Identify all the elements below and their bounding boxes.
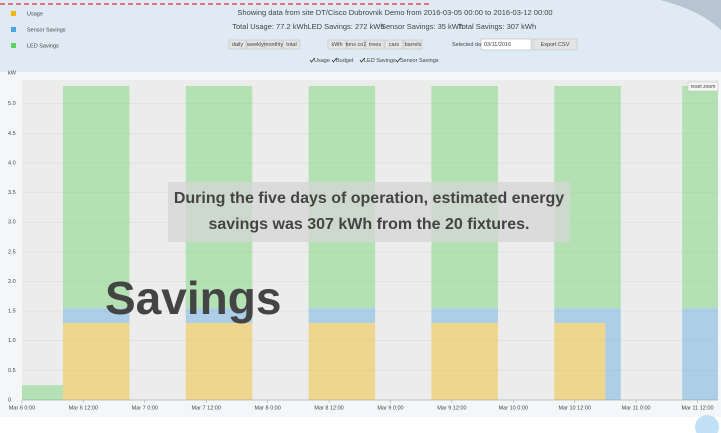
area-segment xyxy=(605,308,621,400)
area-segment xyxy=(554,308,606,323)
legend-label: Sensor Savings xyxy=(27,27,66,33)
date-label: Selected date: xyxy=(452,42,488,48)
area-segment xyxy=(185,308,253,323)
toggle-button[interactable] xyxy=(346,39,366,50)
toggle-button-label[interactable]: tons co2 xyxy=(346,42,367,48)
area-segment xyxy=(431,308,498,323)
x-tick-label: Mar 7 12:00 xyxy=(192,405,221,411)
toggle-button[interactable] xyxy=(282,39,301,50)
area-segment xyxy=(554,322,606,400)
toggle-button[interactable] xyxy=(228,39,247,50)
toggle-label[interactable]: Budget xyxy=(336,58,354,64)
x-tick-label: Mar 9 0:00 xyxy=(377,405,403,411)
y-tick-label: 4.0 xyxy=(8,160,16,166)
toggle-button[interactable] xyxy=(246,39,265,50)
y-tick-label: 4.5 xyxy=(8,131,16,137)
toggle-button[interactable] xyxy=(327,39,347,50)
header-total: Total Usage: 77.2 kWh xyxy=(232,22,307,31)
callout-box xyxy=(168,182,570,242)
toggle-button-label[interactable]: cars xyxy=(389,42,400,48)
y-axis-label: kW xyxy=(8,70,17,76)
area-segment xyxy=(308,322,376,400)
y-tick-label: 5.0 xyxy=(8,101,16,107)
y-tick-label: 3.5 xyxy=(8,190,16,196)
x-tick-label: Mar 11 12:00 xyxy=(682,405,714,411)
area-segment xyxy=(62,322,130,400)
y-tick-label: 1.0 xyxy=(8,338,16,344)
legend-swatch xyxy=(11,11,16,16)
y-tick-label: 2.0 xyxy=(8,279,16,285)
area-segment xyxy=(605,85,621,309)
checkbox[interactable] xyxy=(331,57,337,63)
x-tick-label: Mar 8 12:00 xyxy=(314,405,343,411)
reset-zoom-label[interactable]: reset zoom xyxy=(691,84,716,90)
legend-label: Usage xyxy=(27,11,43,17)
toggle-button-label[interactable]: weekly xyxy=(246,42,264,48)
toggle-button[interactable] xyxy=(264,39,283,50)
x-tick-label: Mar 8 0:00 xyxy=(254,405,280,411)
x-tick-label: Mar 7 0:00 xyxy=(132,405,158,411)
toggle-label[interactable]: LED Savings xyxy=(364,58,396,64)
toggle-button-label[interactable]: trees xyxy=(369,42,381,48)
header-total: Total Savings: 307 kWh xyxy=(458,22,536,31)
x-tick-label: Mar 10 0:00 xyxy=(499,405,528,411)
x-tick-label: Mar 11 0:00 xyxy=(622,405,651,411)
header-total: Sensor Savings: 35 kWh xyxy=(381,22,463,31)
area-segment xyxy=(185,322,253,400)
corner-decoration xyxy=(695,415,719,433)
x-tick-label: Mar 9 12:00 xyxy=(437,405,466,411)
slide-title: Savings xyxy=(105,272,281,324)
header-title: Showing data from site DT/Cisco Dubrovni… xyxy=(237,8,552,17)
date-input[interactable] xyxy=(480,38,532,51)
date-input-value[interactable]: 03/11/2016 xyxy=(484,42,511,48)
checkbox[interactable] xyxy=(359,57,365,63)
x-tick-label: Mar 6 0:00 xyxy=(9,405,35,411)
area-segment xyxy=(62,85,130,309)
toggle-button-label[interactable]: barrels xyxy=(405,42,422,48)
toggle-button-label[interactable]: kWh xyxy=(332,42,343,48)
export-button-label[interactable]: Export CSV xyxy=(541,42,570,48)
reset-zoom-button[interactable] xyxy=(687,81,719,92)
toggle-button[interactable] xyxy=(365,39,385,50)
checkbox[interactable] xyxy=(395,57,401,63)
area-segment xyxy=(431,322,498,400)
callout-text: During the five days of operation, estim… xyxy=(174,190,564,207)
callout-text: savings was 307 kWh from the 20 fixtures… xyxy=(208,216,529,233)
area-segment xyxy=(22,385,63,400)
corner-decoration xyxy=(660,0,721,30)
toggle-button[interactable] xyxy=(384,39,404,50)
toggle-label[interactable]: Usage xyxy=(314,58,330,64)
checkbox[interactable] xyxy=(309,57,315,63)
area-segment xyxy=(682,308,718,400)
y-tick-label: 0.5 xyxy=(8,368,16,374)
legend-swatch xyxy=(11,43,16,48)
area-segment xyxy=(308,308,376,323)
toggle-button-label[interactable]: daily xyxy=(232,42,244,48)
x-tick-label: Mar 6 12:00 xyxy=(69,405,98,411)
area-segment xyxy=(682,85,718,309)
toggle-label[interactable]: Sensor Savings xyxy=(400,58,439,64)
x-tick-label: Mar 10 12:00 xyxy=(558,405,590,411)
toggle-button-label[interactable]: monthly xyxy=(264,42,284,48)
legend-swatch xyxy=(11,27,16,32)
toggle-button-label[interactable]: total xyxy=(286,42,296,48)
toggle-button[interactable] xyxy=(403,39,423,50)
legend-label: LED Savings xyxy=(27,43,59,49)
header-total: LED Savings: 272 kWh xyxy=(307,22,384,31)
y-tick-label: 2.5 xyxy=(8,249,16,255)
export-button[interactable] xyxy=(532,38,578,51)
y-tick-label: 3.0 xyxy=(8,220,16,226)
y-tick-label: 0 xyxy=(8,397,11,403)
y-tick-label: 1.5 xyxy=(8,309,16,315)
area-segment xyxy=(62,308,130,323)
